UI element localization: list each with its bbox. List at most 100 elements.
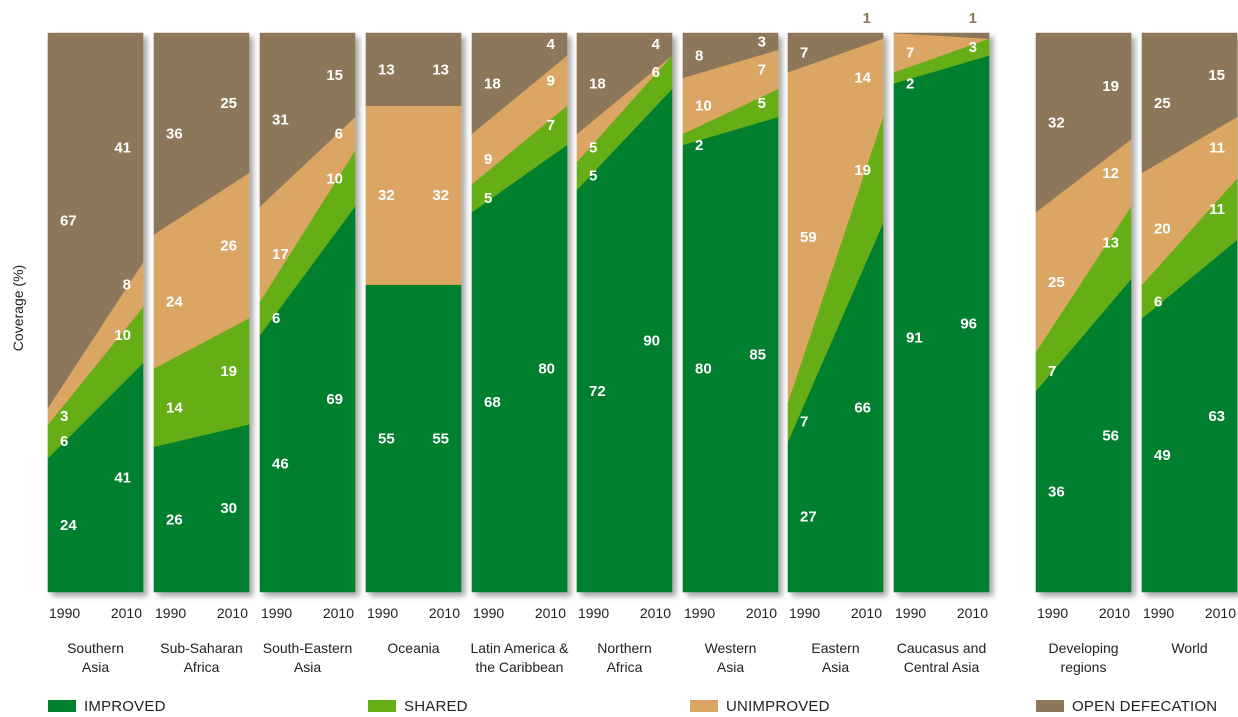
value-label-improved-1990-world: 49 [1154,447,1171,464]
value-label-improved-1990-eastern-asia: 27 [800,509,817,526]
value-label-unimproved-2010-western-asia: 7 [758,61,766,78]
area-open-defecation-caucasus-and-central-asia [893,32,990,39]
panel-developing-regions [1035,32,1132,593]
value-label-improved-2010-southern-asia: 41 [114,469,131,486]
value-label-open-defecation-1990-latin-america-the-caribbean: 18 [484,75,501,92]
year-tick-1990-latin-america-the-caribbean: 1990 [473,605,504,621]
value-label-shared-2010-western-asia: 5 [758,95,766,112]
value-label-improved-2010-south-eastern-asia: 69 [326,391,343,408]
value-label-shared-1990-caucasus-and-central-asia: 2 [906,75,914,92]
value-label-open-defecation-2010-oceania: 13 [432,61,449,78]
value-label-shared-1990-latin-america-the-caribbean: 5 [484,190,492,207]
value-label-shared-1990-south-eastern-asia: 6 [272,310,280,327]
value-label-shared-2010-caucasus-and-central-asia: 3 [969,39,977,56]
value-label-shared-1990-southern-asia: 6 [60,433,68,450]
value-label-open-defecation-1990-world: 25 [1154,95,1171,112]
region-label-world: World [1171,640,1207,656]
value-label-open-defecation-2010-world: 15 [1208,67,1225,84]
value-label-improved-2010-latin-america-the-caribbean: 80 [538,360,555,377]
legend-label-open-defecation: OPEN DEFECATION [1072,697,1218,715]
value-label-unimproved-1990-oceania: 32 [378,187,395,204]
value-label-shared-2010-world: 11 [1209,201,1225,218]
panel-world [1141,32,1238,593]
value-label-improved-2010-world: 63 [1208,408,1225,425]
legend-swatch-shared [368,700,396,712]
value-label-unimproved-2010-eastern-asia: 14 [854,70,871,87]
region-label-developing-regions: Developing regions [1048,640,1118,675]
value-label-shared-2010-latin-america-the-caribbean: 7 [547,117,555,134]
value-label-improved-2010-caucasus-and-central-asia: 96 [960,316,977,333]
value-label-shared-2010-eastern-asia: 19 [854,162,871,179]
legend-label-improved: IMPROVED [84,697,166,715]
year-tick-2010-developing-regions: 2010 [1099,605,1130,621]
value-label-open-defecation-2010-developing-regions: 19 [1102,78,1119,95]
year-tick-1990-eastern-asia: 1990 [789,605,820,621]
area-open-defecation-world [1141,32,1238,174]
year-tick-1990-caucasus-and-central-asia: 1990 [895,605,926,621]
value-label-improved-1990-western-asia: 80 [695,360,712,377]
year-tick-2010-caucasus-and-central-asia: 2010 [957,605,988,621]
region-label-caucasus-and-central-asia: Caucasus and Central Asia [897,640,987,675]
area-open-defecation-south-eastern-asia [259,32,356,207]
value-label-shared-1990-western-asia: 2 [695,137,703,154]
value-label-unimproved-1990-caucasus-and-central-asia: 7 [906,45,914,62]
value-label-improved-2010-eastern-asia: 66 [854,400,871,417]
value-label-open-defecation-1990-northern-africa: 18 [589,75,606,92]
value-label-improved-1990-sub-saharan-africa: 26 [166,511,183,528]
year-tick-2010-western-asia: 2010 [746,605,777,621]
value-label-open-defecation-1990-developing-regions: 32 [1048,114,1065,131]
value-label-shared-2010-southern-asia: 10 [114,327,131,344]
value-label-shared-1990-eastern-asia: 7 [800,414,808,431]
legend-improved: IMPROVED [48,697,166,715]
value-label-improved-2010-sub-saharan-africa: 30 [220,500,237,517]
year-tick-1990-oceania: 1990 [367,605,398,621]
area-open-defecation-oceania [365,32,462,106]
value-label-unimproved-1990-south-eastern-asia: 17 [272,246,289,263]
area-open-defecation-northern-africa [576,32,673,135]
value-label-unimproved-1990-northern-africa: 5 [589,140,597,157]
area-open-defecation-developing-regions [1035,32,1132,213]
panel-caucasus-and-central-asia [893,32,990,593]
value-label-unimproved-2010-sub-saharan-africa: 26 [220,237,237,254]
year-tick-2010-eastern-asia: 2010 [851,605,882,621]
value-label-unimproved-2010-oceania: 32 [432,187,449,204]
year-tick-1990-developing-regions: 1990 [1037,605,1068,621]
panel-latin-america-the-caribbean [471,32,568,593]
region-label-south-eastern-asia: South-Eastern Asia [263,640,353,675]
value-label-unimproved-2010-latin-america-the-caribbean: 9 [547,73,555,90]
value-label-improved-1990-southern-asia: 24 [60,517,77,534]
region-label-northern-africa: Northern Africa [597,640,651,675]
value-label-unimproved-1990-sub-saharan-africa: 24 [166,293,183,310]
year-tick-2010-world: 2010 [1205,605,1236,621]
value-label-unimproved-1990-developing-regions: 25 [1048,274,1065,291]
value-label-open-defecation-1990-western-asia: 8 [695,47,703,64]
legend-swatch-unimproved [690,700,718,712]
panel-northern-africa [576,32,673,593]
panel-southern-asia [47,32,144,593]
legend-open-defecation: OPEN DEFECATION [1036,697,1217,715]
value-label-unimproved-1990-latin-america-the-caribbean: 9 [484,151,492,168]
value-label-open-defecation-1990-eastern-asia: 7 [800,45,808,62]
value-label-open-defecation-1990-south-eastern-asia: 31 [272,112,289,129]
year-tick-1990-sub-saharan-africa: 1990 [155,605,186,621]
legend-label-unimproved: UNIMPROVED [726,697,830,715]
value-label-open-defecation-2010-western-asia: 3 [758,33,766,50]
year-tick-2010-south-eastern-asia: 2010 [323,605,354,621]
region-label-southern-asia: Southern Asia [67,640,124,675]
value-label-unimproved-1990-world: 20 [1154,221,1171,238]
year-tick-2010-northern-africa: 2010 [640,605,671,621]
region-label-oceania: Oceania [387,640,439,656]
y-axis-label: Coverage (%) [10,264,26,352]
year-tick-1990-northern-africa: 1990 [578,605,609,621]
value-label-improved-2010-developing-regions: 56 [1102,428,1119,445]
value-label-unimproved-2010-south-eastern-asia: 6 [335,126,343,143]
year-tick-1990-southern-asia: 1990 [49,605,80,621]
year-tick-1990-western-asia: 1990 [684,605,715,621]
value-label-improved-1990-oceania: 55 [378,430,395,447]
year-tick-2010-sub-saharan-africa: 2010 [217,605,248,621]
year-tick-1990-south-eastern-asia: 1990 [261,605,292,621]
value-label-open-defecation-1990-southern-asia: 67 [60,212,77,229]
value-label-open-defecation-1990-sub-saharan-africa: 36 [166,126,183,143]
value-label-improved-2010-northern-africa: 90 [643,332,660,349]
